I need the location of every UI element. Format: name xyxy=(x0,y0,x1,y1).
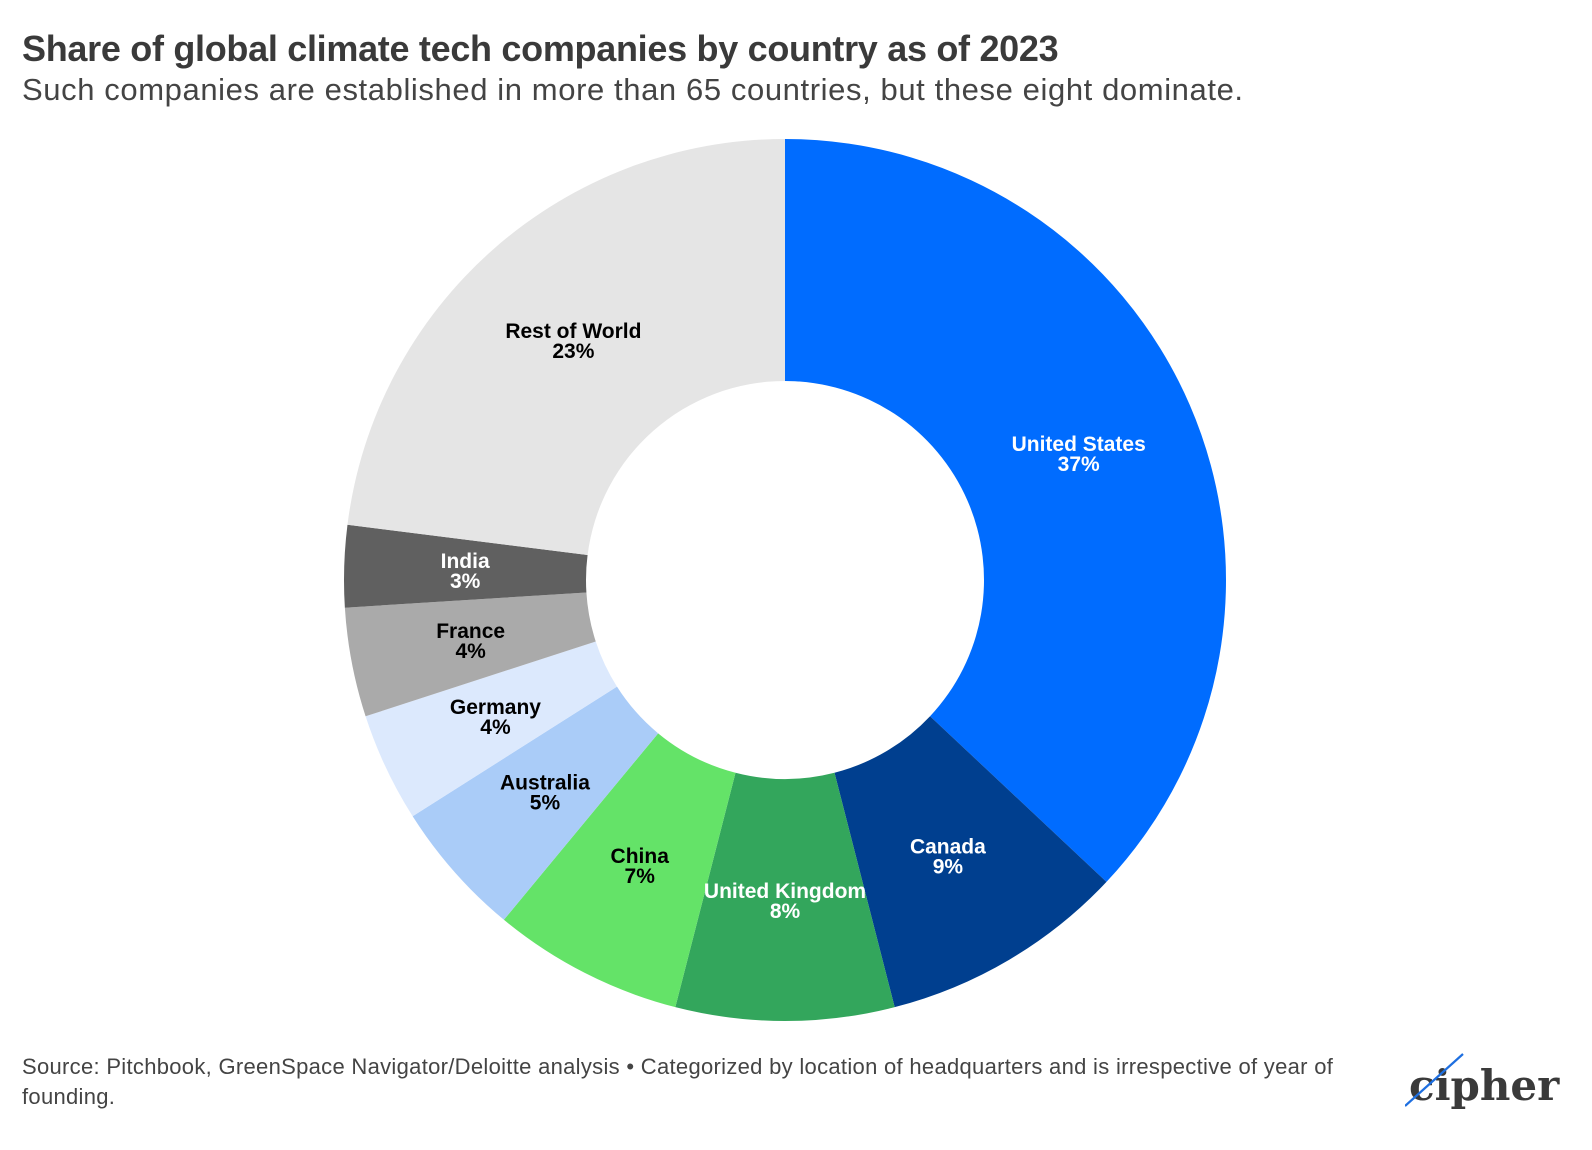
slice-france xyxy=(344,592,596,717)
slice-china xyxy=(503,733,736,1008)
slice-label-value: 37% xyxy=(1058,453,1100,476)
slice-united-kingdom xyxy=(675,772,895,1022)
chart-title: Share of global climate tech companies b… xyxy=(22,28,1059,69)
slice-label-value: 5% xyxy=(530,792,561,815)
slice-label-value: 4% xyxy=(480,716,511,739)
slice-australia xyxy=(412,686,659,920)
slice-label-name: Canada xyxy=(910,835,986,858)
slice-label-name: India xyxy=(441,550,490,573)
slice-label-name: Rest of World xyxy=(505,320,641,343)
cipher-logo: cipher xyxy=(1405,1053,1560,1110)
slice-label-name: Australia xyxy=(500,772,590,795)
slice-label-value: 23% xyxy=(552,340,594,363)
slice-label-name: United Kingdom xyxy=(704,880,866,903)
slice-label-value: 3% xyxy=(450,570,481,593)
slice-label-name: France xyxy=(436,620,505,643)
slice-label-name: Germany xyxy=(450,696,541,719)
slice-united-states xyxy=(785,139,1226,882)
source-note: Source: Pitchbook, GreenSpace Navigator/… xyxy=(22,1054,1334,1109)
chart-subtitle: Such companies are established in more t… xyxy=(22,72,1244,107)
slice-label-value: 9% xyxy=(933,855,964,878)
slice-germany xyxy=(365,641,617,817)
slice-rest-of-world xyxy=(347,139,785,556)
logo-text: cipher xyxy=(1409,1061,1560,1110)
slice-label-value: 8% xyxy=(770,900,801,923)
slice-india xyxy=(344,524,588,608)
slice-label-value: 7% xyxy=(625,865,656,888)
slice-canada xyxy=(834,716,1107,1008)
slice-label-name: China xyxy=(611,845,670,868)
slice-label-name: United States xyxy=(1012,433,1146,456)
slice-label-value: 4% xyxy=(455,640,486,663)
logo-slash xyxy=(1405,1053,1464,1107)
